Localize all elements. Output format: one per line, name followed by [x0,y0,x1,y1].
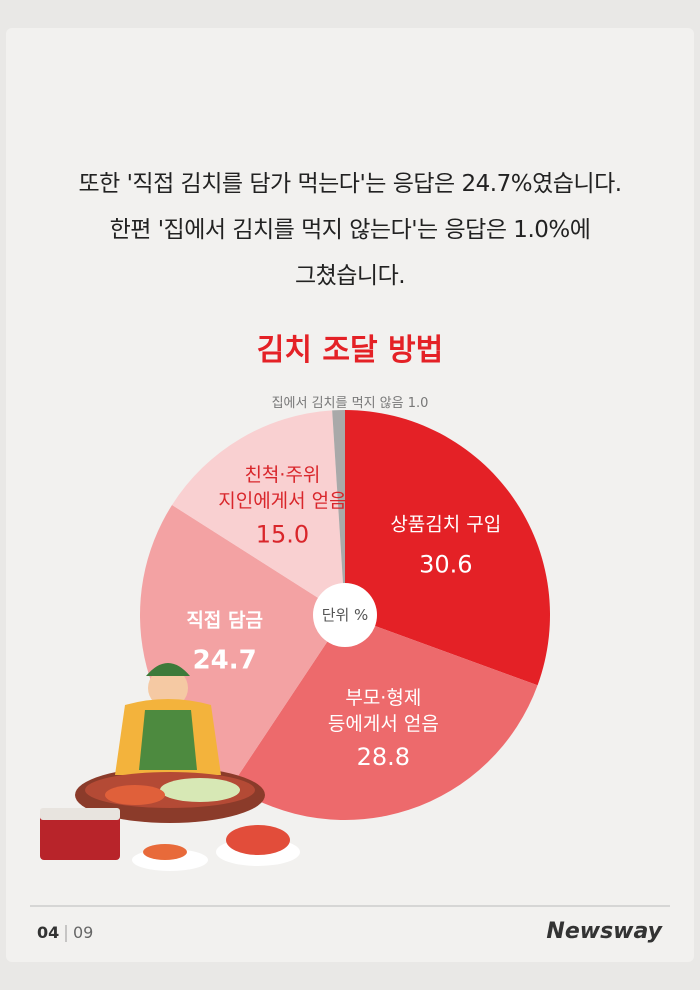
pie-slice [172,410,345,615]
pie-slice [231,615,538,820]
page-number: 04 [37,923,59,942]
brand: Newsway [546,919,663,944]
category-line: 부모·형제 [345,687,421,709]
category-line: 지인에게서 얻음 [218,490,346,512]
illustration [40,663,300,871]
slice-label: 집에서 김치를 먹지 않음 1.0 [272,396,429,411]
category-label: 직접 담금 [186,609,263,631]
unit-label: 단위 % [322,606,369,624]
category-label: 집에서 김치를 먹지 않음 [272,396,408,411]
category-line: 친척·주위 [244,464,320,486]
page-total: 09 [73,923,93,942]
intro-line: 또한 '직접 김치를 담가 먹는다'는 응답은 24.7%였습니다. [78,171,622,197]
value-label: 15.0 [256,520,309,548]
intro-line: 그쳤습니다. [294,263,406,289]
category-label: 상품김치 구입 [390,513,501,535]
category-line: 직접 담금 [186,609,263,631]
center-circle [313,583,377,647]
value-label: 24.7 [193,645,257,675]
pie-slice [332,410,345,615]
value-label: 30.6 [419,550,472,578]
value-label: 28.8 [357,743,410,771]
intro-line: 한편 '집에서 김치를 먹지 않는다'는 응답은 1.0%에 [109,217,591,243]
category-line: 등에게서 얻음 [328,713,439,735]
chart-title: 김치 조달 방법 [257,333,444,368]
value-label: 1.0 [408,396,429,411]
pie-slice [345,410,550,686]
category-line: 상품김치 구입 [390,513,501,535]
